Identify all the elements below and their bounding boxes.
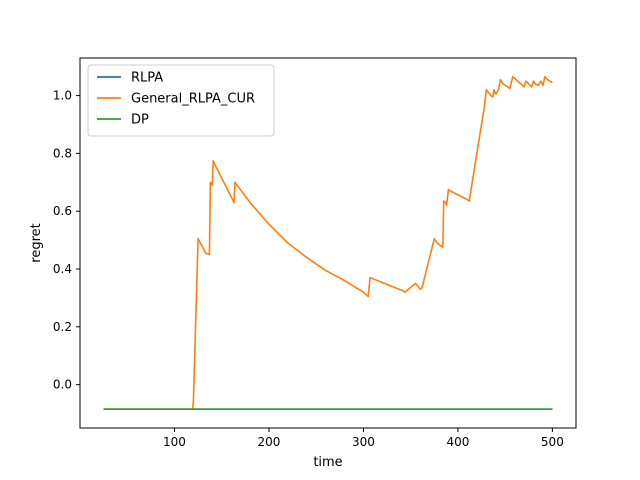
y-tick-label: 0.8 [53,146,72,160]
x-axis-label: time [313,455,342,470]
y-tick-label: 0.4 [53,262,72,276]
plot-frame [79,57,577,429]
plot-lines [103,75,553,411]
y-tick-label: 0.0 [53,378,72,392]
legend-label: DP [131,113,149,128]
x-tick-label: 200 [257,435,280,449]
legend-label: RLPA [131,71,163,86]
x-tick-label: 100 [163,435,186,449]
x-tick-label: 400 [446,435,469,449]
x-axis-ticks: 100 200 300 400 500 [163,428,564,449]
y-tick-label: 0.2 [53,320,72,334]
legend-box [87,64,275,137]
x-tick-label: 300 [352,435,375,449]
x-tick-label: 500 [541,435,564,449]
legend: RLPA General_RLPA_CUR DP [87,64,275,137]
y-tick-label: 1.0 [53,89,72,103]
legend-label: General_RLPA_CUR [131,92,255,107]
y-tick-label: 0.6 [53,204,72,218]
series-line-general-rlpa-cur [103,75,553,411]
y-axis-ticks: 0.0 0.2 0.4 0.6 0.8 1.0 [53,89,80,392]
y-axis-label: regret [29,223,44,262]
